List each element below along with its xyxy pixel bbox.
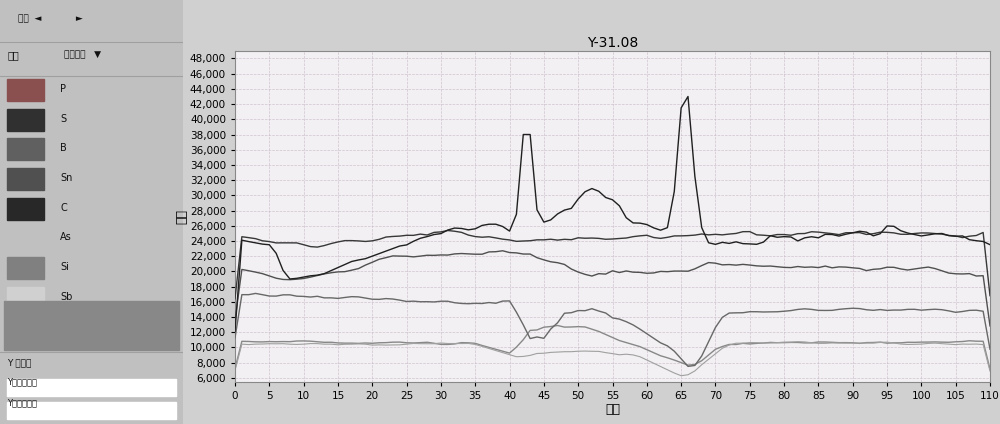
Text: Y轴最小値：: Y轴最小値： (7, 377, 37, 386)
Bar (7, 138, 44, 160)
Text: C: C (60, 203, 67, 213)
Bar (4, 301, 179, 350)
Text: 二维剖图   ▼: 二维剖图 ▼ (64, 50, 101, 60)
Text: Y轴最大値：: Y轴最大値： (7, 398, 37, 407)
Text: 棷格  ◄            ►: 棷格 ◄ ► (18, 14, 83, 24)
Text: Sb: Sb (60, 292, 73, 302)
Text: Si: Si (60, 262, 69, 272)
X-axis label: 位置: 位置 (605, 403, 620, 416)
Y-axis label: 强度: 强度 (175, 209, 188, 224)
Bar (7, 168, 44, 190)
Text: S: S (60, 114, 67, 124)
Bar (7, 109, 44, 131)
Text: Sn: Sn (60, 173, 73, 183)
Bar (7, 379, 176, 396)
Bar (7, 287, 44, 309)
Text: Y 轴调整: Y 轴调整 (7, 358, 32, 367)
Text: B: B (60, 143, 67, 153)
Bar (7, 257, 44, 279)
Text: As: As (60, 232, 72, 243)
Bar (7, 402, 176, 419)
Text: P: P (60, 84, 66, 94)
Text: 图型: 图型 (7, 50, 19, 60)
Bar (7, 198, 44, 220)
Bar (7, 79, 44, 101)
Title: Y-31.08: Y-31.08 (587, 36, 638, 50)
Bar (7, 227, 44, 249)
